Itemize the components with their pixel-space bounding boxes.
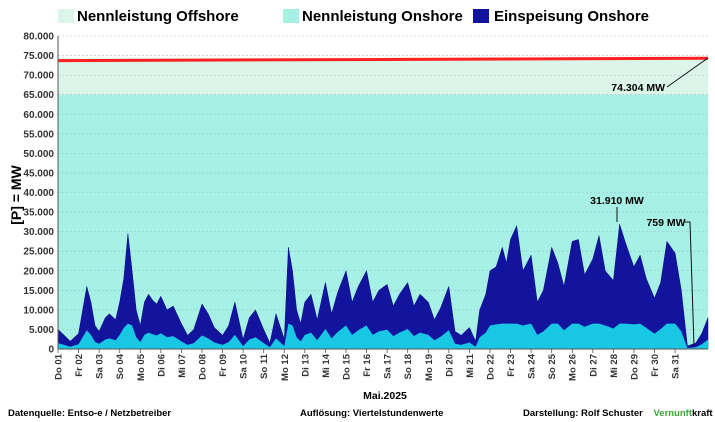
x-tick-label: Sa 24 bbox=[527, 353, 538, 379]
y-tick-label: 70.000 bbox=[23, 71, 54, 82]
y-tick-label: 45.000 bbox=[23, 168, 54, 179]
annotation-max-capacity: 74.304 MW bbox=[611, 82, 665, 94]
x-axis-label: Mai.2025 bbox=[363, 390, 407, 402]
y-tick-label: 65.000 bbox=[23, 90, 54, 101]
x-tick-label: Fr 30 bbox=[650, 354, 661, 377]
y-axis-label: [P] = MW bbox=[8, 164, 24, 224]
x-tick-label: So 18 bbox=[403, 354, 414, 379]
annotation-max-capacity-leader bbox=[666, 57, 709, 88]
legend: Nennleistung Offshore Nennleistung Onsho… bbox=[58, 8, 649, 25]
y-tick-label: 35.000 bbox=[23, 208, 54, 219]
footer-brand-black: kraft bbox=[692, 408, 713, 419]
x-tick-label: Di 27 bbox=[588, 354, 599, 377]
x-tick-label: Mi 14 bbox=[321, 353, 332, 377]
x-tick-label: Sa 10 bbox=[239, 354, 250, 379]
footer-source: Datenquelle: Entso-e / Netzbetreiber bbox=[8, 408, 171, 419]
x-tick-label: Di 13 bbox=[300, 354, 311, 377]
x-tick-label: Di 20 bbox=[444, 354, 455, 377]
y-tick-label: 50.000 bbox=[23, 149, 54, 160]
series-einspeisung-base bbox=[58, 323, 708, 349]
legend-label-einspeisung: Einspeisung Onshore bbox=[494, 8, 649, 25]
x-tick-label: Do 08 bbox=[197, 354, 208, 380]
legend-swatch-onshore bbox=[283, 9, 299, 23]
y-tick-label: 40.000 bbox=[23, 188, 54, 199]
y-axis: 0 5.000 10.000 15.000 20.000 25.000 30.000 35.0… bbox=[23, 32, 59, 356]
legend-label-onshore: Nennleistung Onshore bbox=[302, 8, 463, 25]
x-tick-label: Sa 17 bbox=[383, 354, 394, 379]
annotation-min-leader bbox=[685, 221, 695, 347]
y-tick-label: 30.000 bbox=[23, 227, 54, 238]
y-tick-label: 75.000 bbox=[23, 51, 54, 62]
legend-swatch-einspeisung bbox=[473, 9, 489, 23]
x-tick-label: Fr 23 bbox=[506, 354, 517, 377]
x-tick-label: Mi 07 bbox=[177, 354, 188, 378]
series-nennleistung-line bbox=[57, 56, 709, 63]
x-tick-label: Mo 05 bbox=[136, 353, 147, 381]
y-tick-label: 5.000 bbox=[29, 325, 54, 336]
y-tick-label: 15.000 bbox=[23, 286, 54, 297]
x-tick-label: So 25 bbox=[547, 353, 558, 379]
x-tick-label: Mi 21 bbox=[465, 353, 476, 377]
footer-author: Darstellung: Rolf Schuster Vernunftkraft bbox=[523, 408, 713, 419]
y-tick-label: 55.000 bbox=[23, 129, 54, 140]
x-tick-label: Mi 28 bbox=[609, 354, 620, 378]
footer-resolution: Auflösung: Viertelstundenwerte bbox=[300, 408, 443, 419]
y-tick-label: 25.000 bbox=[23, 247, 54, 258]
y-tick-label: 0 bbox=[48, 345, 54, 356]
legend-label-offshore: Nennleistung Offshore bbox=[77, 8, 239, 25]
annotation-peak: 31.910 MW bbox=[590, 195, 644, 207]
y-tick-label: 80.000 bbox=[23, 32, 54, 43]
series-einspeisung-area bbox=[57, 224, 709, 350]
y-tick-label: 10.000 bbox=[23, 305, 54, 316]
x-tick-label: Do 29 bbox=[629, 354, 640, 380]
x-tick-label: Fr 09 bbox=[218, 354, 229, 377]
x-tick-label: So 11 bbox=[259, 353, 270, 379]
x-axis: Do 01 Fr 02 Sa 03 So 04 Mo 05 Di 06 Mi 07 Do 08… bbox=[54, 348, 708, 381]
x-tick-label: Di 06 bbox=[156, 354, 167, 377]
x-tick-label: Mo 19 bbox=[424, 354, 435, 381]
y-tick-label: 20.000 bbox=[23, 266, 54, 277]
annotation-min: 759 MW bbox=[646, 217, 685, 229]
x-tick-label: So 04 bbox=[115, 353, 126, 379]
legend-swatch-offshore bbox=[58, 9, 74, 23]
x-tick-label: Do 01 bbox=[54, 353, 65, 380]
footer-author-label: Darstellung: Rolf Schuster bbox=[523, 408, 643, 419]
y-tick-label: 60.000 bbox=[23, 110, 54, 121]
band-0 bbox=[58, 58, 708, 95]
x-tick-label: Fr 02 bbox=[74, 354, 85, 377]
x-tick-label: Do 22 bbox=[485, 354, 496, 380]
x-tick-label: Sa 31 bbox=[671, 353, 682, 379]
x-tick-label: Mo 12 bbox=[280, 354, 291, 381]
footer-brand-green: Vernunft bbox=[653, 408, 692, 419]
x-tick-label: Mo 26 bbox=[568, 354, 579, 381]
x-tick-label: Do 15 bbox=[341, 353, 352, 380]
x-tick-label: Fr 16 bbox=[362, 354, 373, 377]
x-tick-label: Sa 03 bbox=[95, 354, 106, 379]
plot-area bbox=[57, 35, 709, 350]
